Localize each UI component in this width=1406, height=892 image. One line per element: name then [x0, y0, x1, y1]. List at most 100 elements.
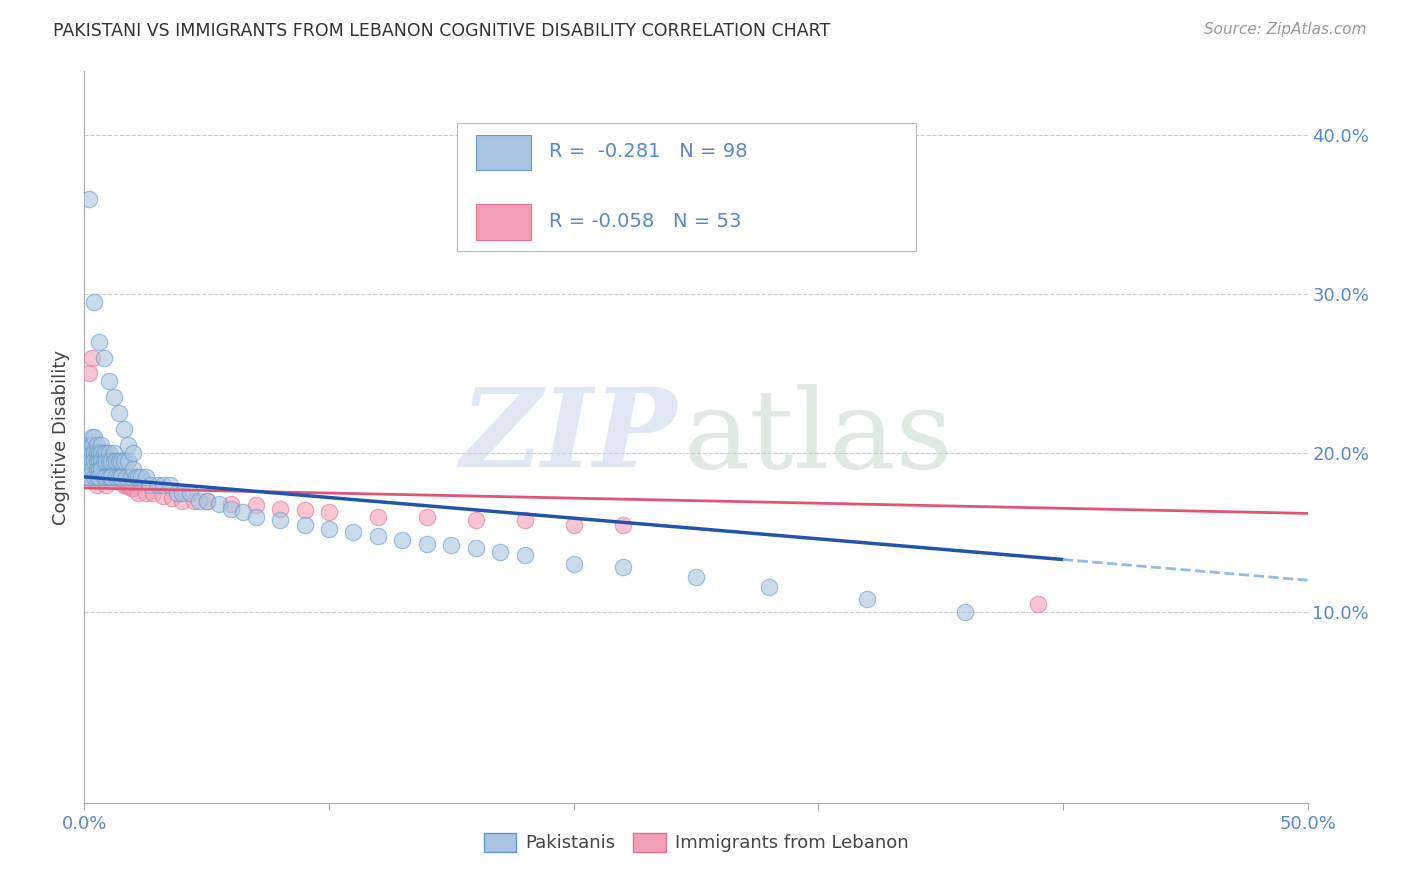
- Point: [97, 454, 120, 468]
- FancyBboxPatch shape: [457, 122, 917, 251]
- Point: [90, 438, 112, 452]
- Point: [103, 454, 125, 468]
- Point: [83, 446, 105, 460]
- Point: [105, 454, 128, 468]
- Point: [117, 477, 139, 491]
- Point: [80, 430, 103, 444]
- Point: [87, 470, 110, 484]
- Point: [166, 485, 188, 500]
- Point: [440, 538, 463, 552]
- Point: [562, 558, 585, 572]
- Point: [96, 477, 118, 491]
- Point: [612, 560, 634, 574]
- Point: [77, 367, 100, 381]
- Point: [195, 493, 218, 508]
- Point: [107, 406, 129, 420]
- Point: [77, 470, 100, 484]
- Point: [612, 517, 634, 532]
- Text: Source: ZipAtlas.com: Source: ZipAtlas.com: [1204, 22, 1367, 37]
- Point: [1028, 597, 1050, 611]
- Point: [90, 462, 112, 476]
- Point: [80, 446, 103, 460]
- Point: [76, 454, 98, 468]
- Point: [513, 548, 536, 562]
- FancyBboxPatch shape: [475, 204, 531, 240]
- Point: [513, 513, 536, 527]
- Point: [112, 454, 135, 468]
- Point: [127, 470, 149, 484]
- Point: [86, 454, 108, 468]
- Point: [142, 485, 165, 500]
- Point: [96, 446, 118, 460]
- Point: [122, 481, 145, 495]
- Point: [77, 438, 100, 452]
- Point: [183, 493, 205, 508]
- Point: [86, 470, 108, 484]
- Point: [86, 438, 108, 452]
- Point: [80, 351, 103, 365]
- Point: [112, 477, 135, 491]
- Point: [76, 462, 98, 476]
- Point: [90, 446, 112, 460]
- Point: [562, 517, 585, 532]
- Point: [416, 509, 439, 524]
- Point: [416, 536, 439, 550]
- Point: [269, 513, 291, 527]
- Point: [135, 485, 157, 500]
- Point: [110, 470, 132, 484]
- Point: [93, 351, 115, 365]
- Text: PAKISTANI VS IMMIGRANTS FROM LEBANON COGNITIVE DISABILITY CORRELATION CHART: PAKISTANI VS IMMIGRANTS FROM LEBANON COG…: [53, 22, 831, 40]
- Point: [80, 462, 103, 476]
- Point: [76, 470, 98, 484]
- Point: [76, 454, 98, 468]
- Point: [318, 522, 340, 536]
- Point: [83, 454, 105, 468]
- Point: [97, 454, 120, 468]
- Point: [100, 454, 122, 468]
- Point: [172, 493, 194, 508]
- Point: [107, 470, 129, 484]
- Point: [139, 477, 162, 491]
- Point: [97, 375, 120, 389]
- Point: [107, 454, 129, 468]
- Point: [76, 470, 98, 484]
- Point: [80, 454, 103, 468]
- Point: [135, 470, 157, 484]
- Point: [105, 470, 128, 484]
- Point: [120, 470, 142, 484]
- Point: [110, 454, 132, 468]
- Point: [93, 470, 115, 484]
- Point: [103, 390, 125, 404]
- Point: [125, 470, 148, 484]
- Point: [77, 462, 100, 476]
- Point: [105, 470, 128, 484]
- Point: [86, 477, 108, 491]
- Point: [90, 462, 112, 476]
- Point: [86, 462, 108, 476]
- Point: [96, 462, 118, 476]
- Point: [115, 477, 138, 491]
- Point: [80, 462, 103, 476]
- Point: [152, 477, 174, 491]
- Point: [103, 446, 125, 460]
- Point: [112, 422, 135, 436]
- Point: [117, 454, 139, 468]
- Point: [172, 485, 194, 500]
- Point: [269, 501, 291, 516]
- Point: [83, 430, 105, 444]
- Point: [93, 454, 115, 468]
- Point: [162, 491, 184, 505]
- Point: [87, 454, 110, 468]
- Point: [100, 470, 122, 484]
- Point: [122, 446, 145, 460]
- Point: [464, 513, 486, 527]
- Point: [83, 470, 105, 484]
- Point: [294, 503, 316, 517]
- Point: [100, 470, 122, 484]
- Point: [87, 334, 110, 349]
- Point: [96, 454, 118, 468]
- Point: [86, 446, 108, 460]
- Point: [219, 501, 242, 516]
- FancyBboxPatch shape: [475, 135, 531, 170]
- Text: atlas: atlas: [683, 384, 953, 491]
